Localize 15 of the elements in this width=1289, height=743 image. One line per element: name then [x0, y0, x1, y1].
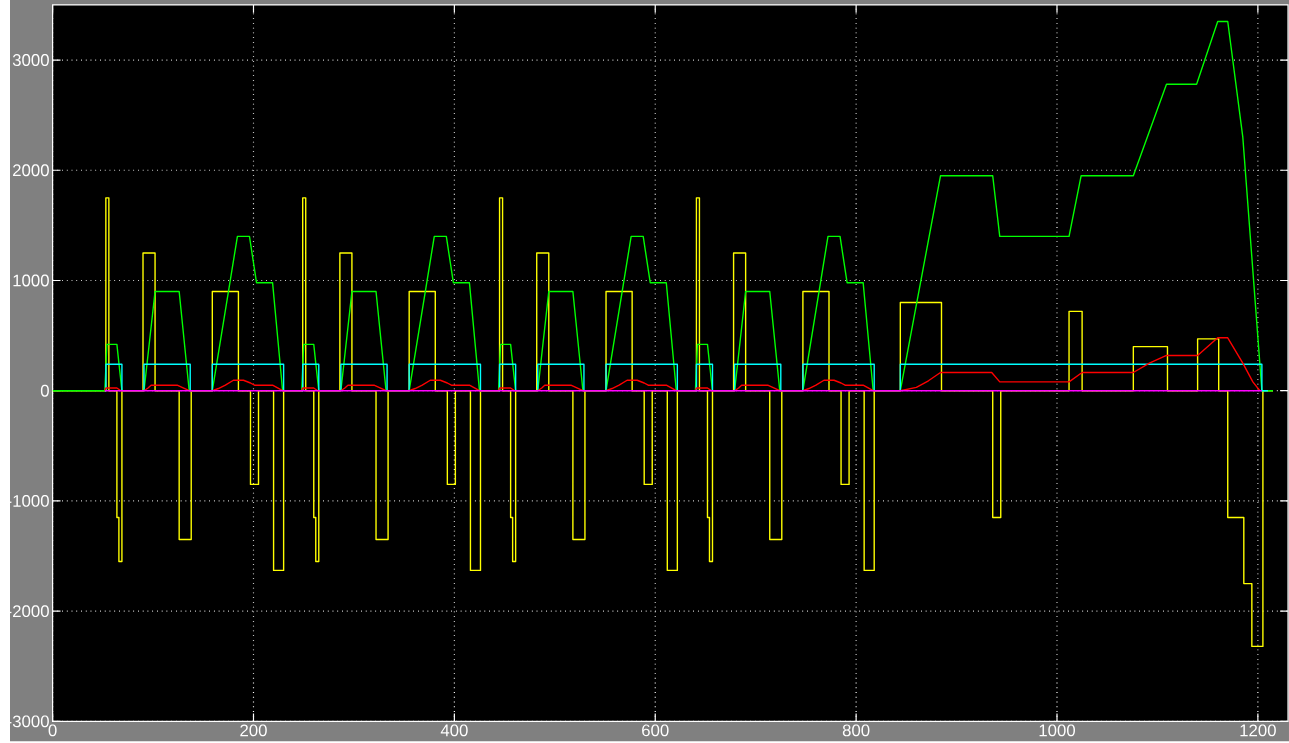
y-tick-label: -2000 — [7, 605, 49, 618]
x-tick-label: 1200 — [1240, 724, 1276, 737]
x-tick-label: 0 — [48, 724, 57, 737]
y-tick-label: 0 — [40, 384, 49, 397]
y-tick-label: 3000 — [12, 54, 49, 67]
y-tick-label: 1000 — [13, 274, 49, 287]
y-tick-label: -3000 — [7, 715, 49, 728]
x-tick-label: 600 — [642, 724, 669, 737]
y-tick-label: 2000 — [13, 164, 49, 177]
x-tick-label: 200 — [240, 724, 267, 737]
x-tick-label: 800 — [842, 724, 870, 737]
x-tick-label: 400 — [440, 724, 468, 737]
line-series — [52, 20, 1274, 392]
y-tick-label: -1000 — [7, 495, 49, 507]
x-tick-label: 1000 — [1039, 724, 1076, 737]
